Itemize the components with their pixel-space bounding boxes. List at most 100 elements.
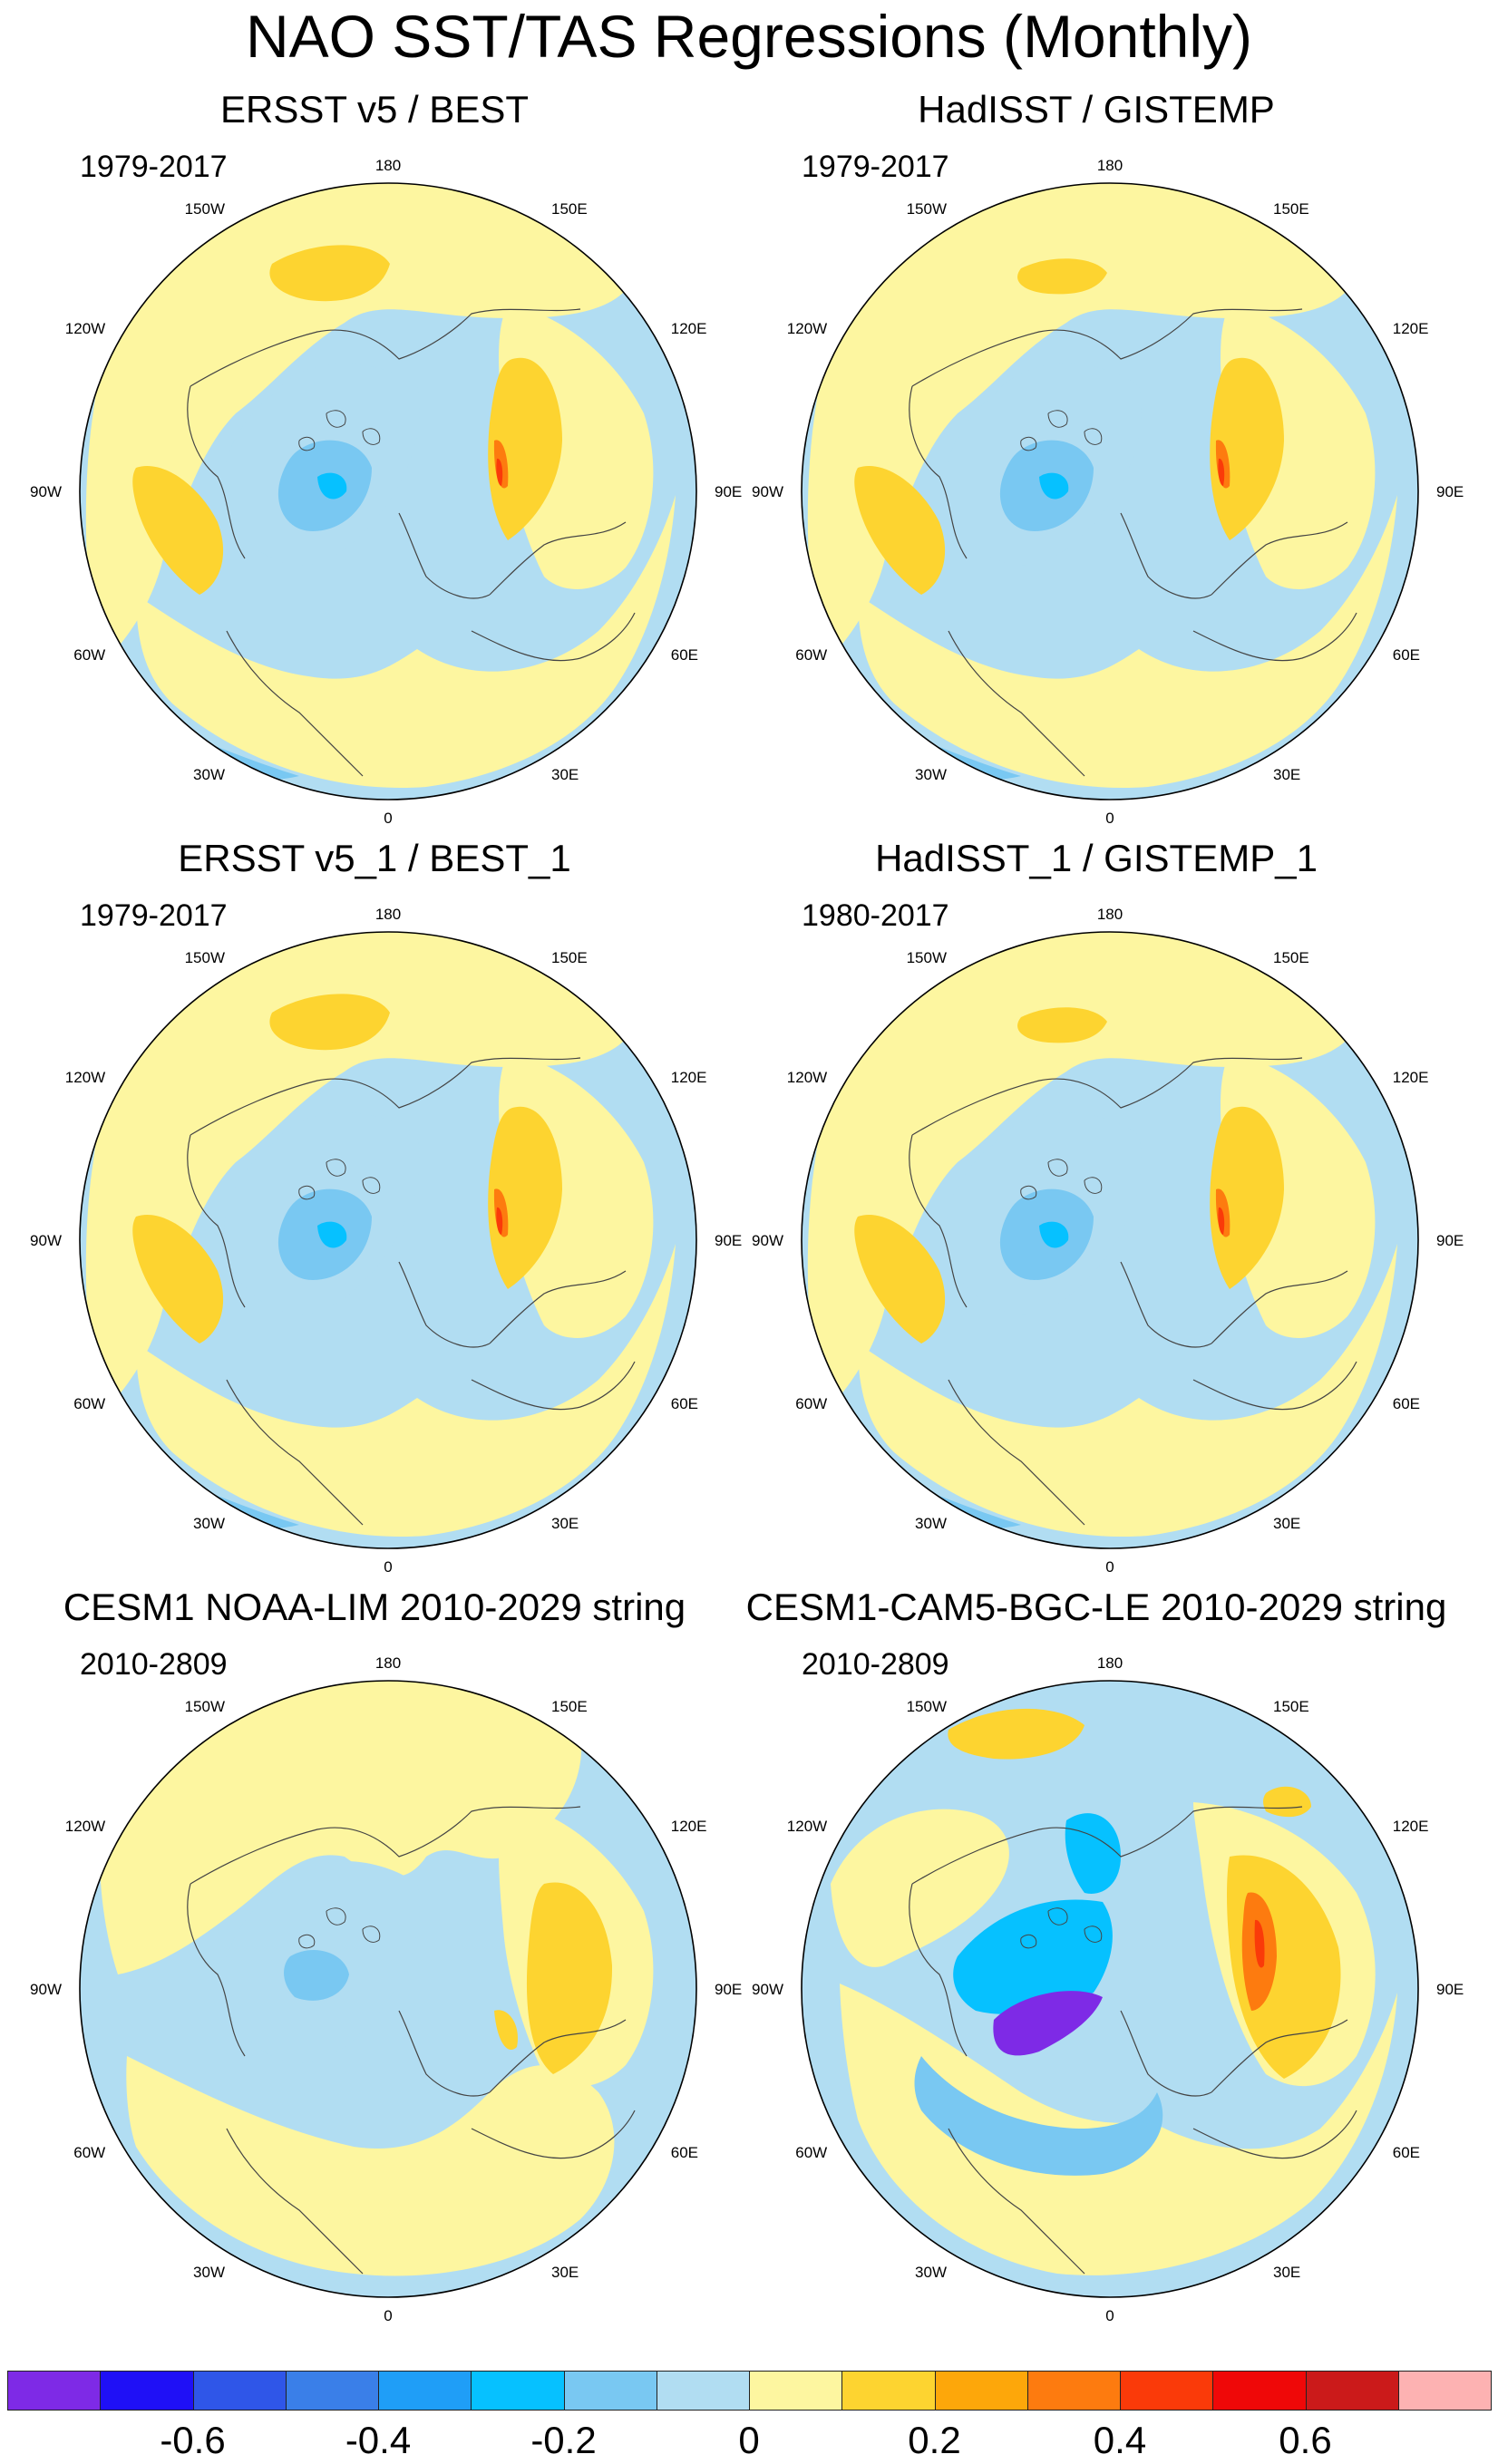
longitude-label: 90E	[1436, 483, 1464, 500]
regression-field	[802, 1681, 1418, 2297]
longitude-label: 30E	[551, 766, 579, 783]
pacific-positive-region	[85, 932, 635, 1416]
arctic-negative-region	[953, 1899, 1113, 2014]
coastline	[471, 612, 636, 662]
kara-max-region	[1254, 1919, 1265, 1968]
colorbar-swatch	[1305, 2371, 1399, 2411]
colorbar-swatch	[378, 2371, 472, 2411]
beaufort-negative-region	[1065, 1813, 1121, 1894]
colorbar-swatch	[563, 2371, 657, 2411]
coastline	[1084, 1177, 1103, 1194]
longitude-label: 30W	[193, 766, 225, 783]
polar-map: 180 150E 120E 90E 60E 30E 0 30W 60W 90W 120W 150W	[752, 157, 1464, 827]
colorbar-swatch	[100, 2371, 194, 2411]
longitude-label: 150W	[907, 1698, 947, 1715]
longitude-label: 90E	[715, 1981, 742, 1998]
labrador-warm-region	[854, 466, 946, 595]
coastline	[326, 410, 346, 428]
longitude-label: 180	[1097, 157, 1123, 174]
longitude-label: 60E	[671, 2144, 698, 2161]
coastline	[362, 428, 381, 445]
extreme-negative-region	[993, 1991, 1103, 2056]
pacific-warm-region	[948, 1708, 1085, 1760]
pacific-warm-region	[1017, 1007, 1107, 1043]
pacific-warm-region	[269, 245, 390, 302]
longitude-label: 60W	[73, 646, 105, 664]
coastline	[298, 436, 316, 451]
longitude-label: 30W	[915, 2264, 947, 2281]
coastline	[226, 1379, 364, 1526]
colorbar-tick-label: -0.6	[160, 2419, 226, 2461]
colorbar-tick-label: 0.4	[1093, 2419, 1147, 2461]
regression-field	[802, 932, 1418, 1548]
labrador-warm-region	[854, 1215, 946, 1344]
subpolar-negative-region	[154, 722, 299, 780]
coastline	[326, 1159, 346, 1177]
longitude-label: 30E	[1273, 1515, 1300, 1532]
longitude-label: 150W	[907, 949, 947, 966]
polar-map: 180 150E 120E 90E 60E 30E 0 30W 60W 90W 120W 150W	[752, 1654, 1464, 2324]
panel-period: 2010-2809	[80, 1647, 228, 1682]
coastline	[489, 1270, 627, 1344]
coastline	[187, 385, 246, 559]
longitude-label: 120W	[787, 1818, 827, 1835]
longitude-label: 60W	[795, 646, 827, 664]
coastline	[911, 1806, 1303, 1885]
map-boundary	[79, 931, 697, 1549]
strong-negative-region	[317, 1221, 347, 1248]
longitude-label: 0	[1105, 2307, 1114, 2324]
pacific-positive-region	[831, 1809, 1009, 1967]
coastline	[1120, 1261, 1212, 1348]
max-spot-region	[496, 1207, 503, 1235]
map-boundary	[801, 182, 1419, 800]
map-boundary	[79, 1680, 697, 2298]
max-spot-region	[1218, 458, 1225, 486]
baffin-negative-region	[284, 1949, 349, 2001]
coastline	[1120, 512, 1212, 599]
colorbar-swatch	[471, 2371, 565, 2411]
longitude-label: 180	[1097, 1654, 1123, 1672]
colorbar-tick-label: -0.4	[345, 2419, 412, 2461]
map-panel-hadisst-gistemp: 180 150E 120E 90E 60E 30E 0 30W 60W 90W 120W 150W Ha…	[722, 87, 1471, 836]
longitude-label: 150E	[551, 200, 588, 218]
longitude-label: 90W	[30, 483, 62, 500]
longitude-label: 120W	[65, 1069, 105, 1086]
colorbar-tick-label: 0	[738, 2419, 760, 2461]
longitude-label: 150E	[551, 949, 588, 966]
coastline	[1047, 410, 1068, 428]
positive-region	[100, 1681, 615, 2276]
coastline	[190, 1806, 581, 1885]
coastline	[362, 1177, 381, 1194]
map-panel-cesm1-cam5-bgc-le: 180 150E 120E 90E 60E 30E 0 30W 60W 90W 120W 150W CE…	[722, 1585, 1471, 2333]
coastline	[1047, 1159, 1068, 1177]
coastline	[226, 2128, 364, 2275]
longitude-label: 0	[384, 810, 392, 827]
longitude-label: 120E	[1393, 1069, 1429, 1086]
map-panel-ersst-best-1: 180 150E 120E 90E 60E 30E 0 30W 60W 90W 120W 150W ER…	[0, 836, 749, 1585]
longitude-label: 120W	[65, 320, 105, 337]
scandinavia-warm-region	[488, 357, 562, 540]
coastline	[909, 1134, 968, 1308]
strong-negative-region	[1039, 1221, 1069, 1248]
coastline	[1192, 2110, 1357, 2159]
coastlines	[909, 1057, 1357, 1526]
longitude-label: 90W	[752, 1981, 783, 1998]
longitude-label: 120E	[671, 1818, 707, 1835]
colorbar-swatch	[656, 2371, 750, 2411]
longitude-label: 150W	[185, 200, 225, 218]
colorbar-tick-label: 0.2	[908, 2419, 961, 2461]
coastline	[398, 512, 491, 599]
atlantic-positive-region	[858, 1244, 1397, 1538]
colorbar-swatch	[1212, 2371, 1307, 2411]
coastline	[190, 1057, 581, 1136]
longitude-label: 60E	[1393, 2144, 1420, 2161]
polar-map: 180 150E 120E 90E 60E 30E 0 30W 60W 90W 120W 150W	[30, 157, 742, 827]
pacific-warm-region	[269, 994, 390, 1051]
coastline	[909, 1883, 968, 2057]
colorbar: -0.6 -0.4 -0.2 0 0.2 0.4 0.6	[7, 2371, 1492, 2464]
longitude-label: 30W	[193, 2264, 225, 2281]
scandinavia-warm-region	[1210, 357, 1284, 540]
subpolar-negative-region	[154, 1470, 299, 1528]
scandinavia-warm-region	[488, 1106, 562, 1289]
coastline	[1120, 2010, 1212, 2097]
